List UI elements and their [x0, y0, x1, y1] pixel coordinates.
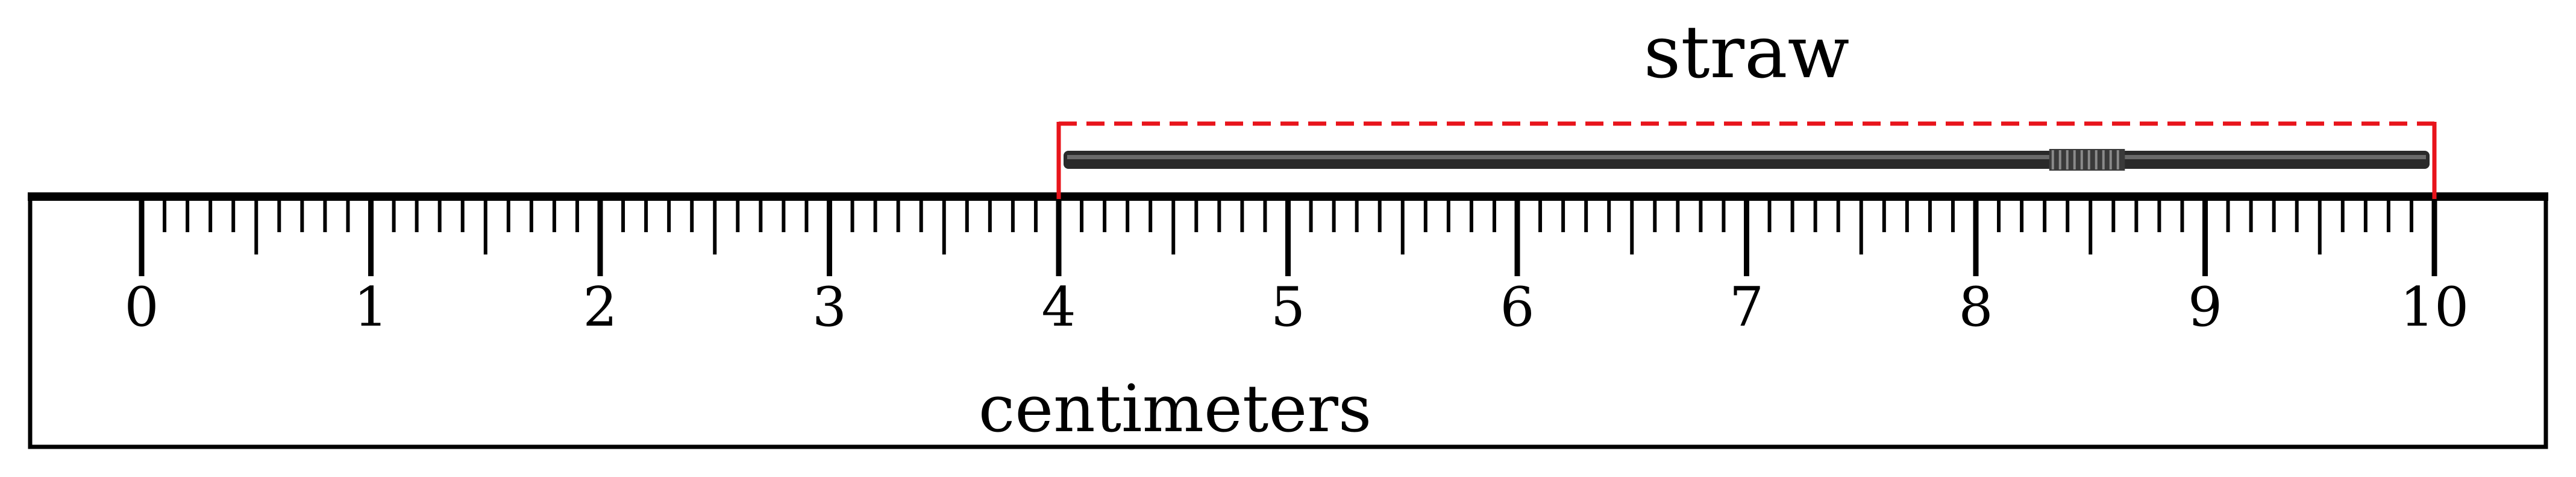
tick-label: 5	[1271, 276, 1305, 339]
straw-highlight	[1067, 155, 2426, 159]
tick-label: 3	[812, 276, 847, 339]
tick-label: 9	[2188, 276, 2222, 339]
tick-label: 1	[354, 276, 388, 339]
measurement-bracket	[1056, 121, 2437, 199]
straw-bendy-section	[2049, 149, 2125, 171]
tick-label: 0	[124, 276, 158, 339]
tick-label: 2	[583, 276, 617, 339]
tick-label: 4	[1041, 276, 1076, 339]
tick-label: 8	[1958, 276, 1993, 339]
bendy-background	[2049, 149, 2125, 171]
tick-label: 6	[1500, 276, 1534, 339]
straw-label: straw	[1644, 11, 1849, 95]
tick-label: 7	[1729, 276, 1764, 339]
straw-object	[1064, 149, 2430, 171]
ruler-unit-label: centimeters	[979, 371, 1372, 447]
ruler-tick-labels: 0 1 2 3 4 5 6 7 8 9 10	[124, 276, 2469, 339]
straw-image	[1064, 151, 2430, 169]
tick-label: 10	[2400, 276, 2469, 339]
ruler-ticks	[139, 199, 2437, 276]
